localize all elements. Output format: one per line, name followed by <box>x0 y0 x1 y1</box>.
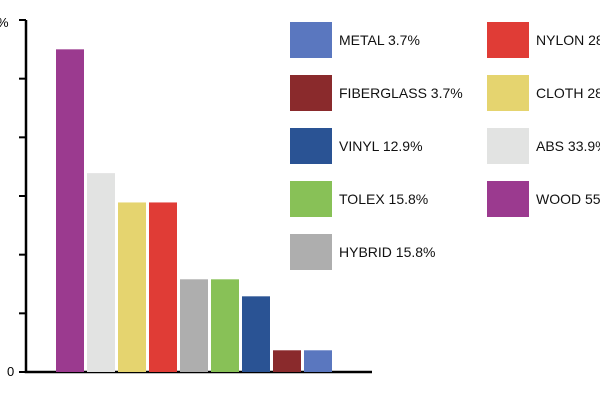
bar-nylon <box>149 202 177 372</box>
legend-label-abs: ABS 33.9% <box>536 138 600 154</box>
legend: METAL 3.7% FIBERGLASS 3.7% VINYL 12.9% TOLE… <box>290 22 600 270</box>
legend-swatch-metal <box>290 22 332 58</box>
y-tick-label-max: % <box>0 15 9 30</box>
legend-label-metal: METAL 3.7% <box>339 32 420 48</box>
legend-swatch-fiberglass <box>290 75 332 111</box>
y-tick-label-min: 0 <box>7 364 14 379</box>
legend-swatch-cloth <box>487 75 529 111</box>
bar-cloth <box>118 202 146 372</box>
bar-tolex <box>211 279 239 372</box>
legend-label-cloth: CLOTH 28.9% <box>536 85 600 101</box>
legend-label-nylon: NYLON 28.9% <box>536 32 600 48</box>
legend-label-vinyl: VINYL 12.9% <box>339 138 423 154</box>
legend-swatch-wood <box>487 181 529 217</box>
legend-swatch-vinyl <box>290 128 332 164</box>
bar-fiberglass <box>273 350 301 372</box>
legend-swatch-nylon <box>487 22 529 58</box>
bar-vinyl <box>242 296 270 372</box>
bar-abs <box>87 173 115 372</box>
bar-wood <box>56 49 84 372</box>
legend-label-fiberglass: FIBERGLASS 3.7% <box>339 85 463 101</box>
bar-metal <box>304 350 332 372</box>
bar-hybrid <box>180 279 208 372</box>
legend-label-hybrid: HYBRID 15.8% <box>339 244 435 260</box>
y-axis-ticks <box>19 19 26 373</box>
legend-label-tolex: TOLEX 15.8% <box>339 191 428 207</box>
legend-swatch-tolex <box>290 181 332 217</box>
legend-swatch-abs <box>487 128 529 164</box>
legend-label-wood: WOOD 55% <box>536 191 600 207</box>
legend-swatch-hybrid <box>290 234 332 270</box>
bars <box>56 49 332 372</box>
